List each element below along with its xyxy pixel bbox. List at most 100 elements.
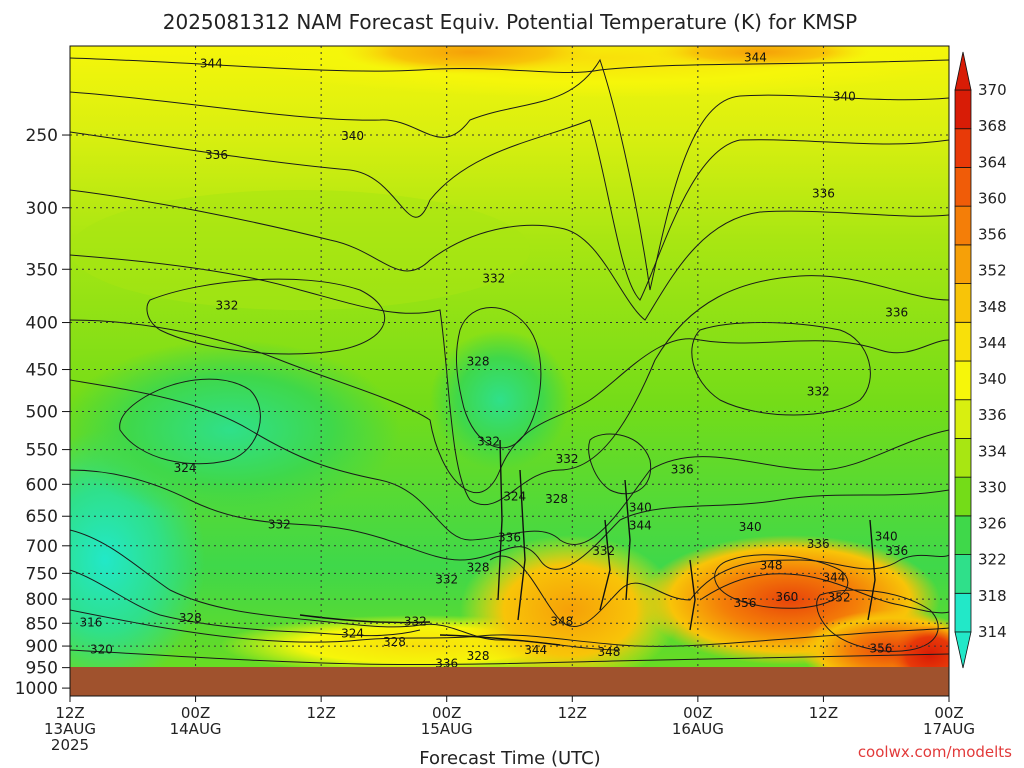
grid: [70, 46, 949, 696]
y-tick-label: 250: [26, 126, 58, 146]
y-tick-label: 600: [26, 475, 58, 495]
contour-line: [146, 278, 386, 355]
x-tick-label: 00Z: [181, 704, 210, 722]
colorbar-label: 340: [978, 370, 1007, 388]
contour-line: [70, 58, 949, 291]
contour-line: [699, 573, 949, 614]
x-tick-label: 16AUG: [672, 720, 724, 738]
contour-label: 328: [383, 635, 406, 649]
contour-label: 328: [179, 611, 202, 625]
contour-line: [299, 614, 431, 624]
x-axis-label: Forecast Time (UTC): [419, 748, 600, 768]
colorbar-segment: [954, 205, 972, 246]
contour-label: 344: [744, 51, 767, 65]
contour-line: [691, 322, 871, 416]
contour-line: [867, 519, 876, 621]
contour-label: 348: [597, 645, 620, 659]
credit-link[interactable]: coolwx.com/modelts: [858, 743, 1012, 761]
contour-label: 320: [90, 642, 113, 656]
y-tick-label: 450: [26, 361, 58, 381]
contour-label: 336: [205, 148, 228, 162]
y-tick-label: 400: [26, 314, 58, 334]
contour-label: 344: [524, 643, 547, 657]
colorbar-segment: [954, 438, 972, 478]
colorbar-label: 360: [978, 189, 1007, 207]
colorbar-label: 318: [978, 587, 1007, 605]
colorbar-max-arrow: [954, 51, 972, 91]
contour-line: [70, 119, 949, 301]
x-tick-label: 12Z: [55, 704, 84, 722]
contour-line: [588, 433, 652, 495]
y-tick-label: 700: [26, 537, 58, 557]
contour-label: 336: [671, 462, 694, 476]
y-tick-label: 900: [26, 637, 58, 657]
y-tick-label: 500: [26, 403, 58, 423]
contour-label: 336: [807, 537, 830, 551]
y-tick-label: 650: [26, 507, 58, 527]
colorbar-label: 330: [978, 478, 1007, 496]
contour-line: [119, 378, 261, 465]
contour-line: [517, 469, 526, 621]
y-tick-label: 1000: [15, 679, 58, 699]
y-tick-label: 300: [26, 199, 58, 219]
y-tick-label: 350: [26, 260, 58, 280]
contour-line: [70, 319, 949, 493]
contour-line: [70, 609, 949, 647]
contour-label: 332: [404, 614, 427, 628]
colorbar-label: 356: [978, 226, 1007, 244]
colorbar-segment: [954, 554, 972, 594]
colorbar-label: 368: [978, 117, 1007, 135]
contour-label: 340: [341, 129, 364, 143]
field-upper-green: [70, 190, 530, 310]
contour-label: 332: [807, 385, 830, 399]
y-tick-label: 950: [26, 659, 58, 679]
ground: [70, 667, 949, 696]
colorbar-label: 364: [978, 153, 1007, 171]
contour-label: 336: [498, 530, 521, 544]
contour-line: [70, 569, 421, 637]
y-tick-label: 800: [26, 590, 58, 610]
field-mid-green: [70, 340, 400, 520]
contour-label: 344: [629, 519, 652, 533]
colorbar-min-arrow: [954, 631, 972, 669]
contour-line: [439, 634, 561, 646]
field-mid-green-2: [430, 330, 570, 470]
contour-label: 336: [885, 305, 908, 319]
x-tick-label: 17AUG: [923, 720, 975, 738]
colorbar-label: 352: [978, 262, 1007, 280]
contour-label: 324: [503, 490, 526, 504]
colorbar-label: 348: [978, 298, 1007, 316]
y-axis: 250 300 350 400 450 500 550 600 650 700 750 800 850 9…: [15, 126, 70, 699]
y-tick-label: 750: [26, 564, 58, 584]
x-tick-label: 15AUG: [421, 720, 473, 738]
contour-label: 344: [200, 56, 223, 70]
contour-label: 328: [467, 354, 490, 368]
colorbar: 370 368 364 360 356 352 348 344 340 336 334 330 326 3…: [954, 51, 1007, 669]
contour-line: [70, 57, 949, 74]
contour-label: 360: [775, 590, 798, 604]
colorbar-segment: [954, 283, 972, 323]
convective-lines: [299, 439, 876, 646]
field-top-orange-2: [650, 46, 870, 68]
contour-label: 340: [629, 500, 652, 514]
colorbar-segment: [954, 244, 972, 284]
contour-label: 324: [341, 626, 364, 640]
contour-label: 348: [550, 614, 573, 628]
x-tick-label: 00Z: [432, 704, 461, 722]
contour-label: 356: [733, 596, 756, 610]
colorbar-label: 326: [978, 515, 1007, 533]
contour-label: 332: [556, 452, 579, 466]
contour-label: 356: [870, 641, 893, 655]
x-tick-label: 14AUG: [170, 720, 222, 738]
contour-label: 332: [268, 518, 291, 532]
contour-label: 344: [822, 571, 845, 585]
y-tick-label: 550: [26, 441, 58, 461]
contour-line: [70, 649, 949, 666]
contour-line: [624, 479, 631, 601]
contour-label: 332: [435, 573, 458, 587]
x-tick-label: 13AUG: [44, 720, 96, 738]
contour-label: 352: [828, 591, 851, 605]
contour-label: 348: [760, 558, 783, 572]
contour-label: 328: [545, 492, 568, 506]
